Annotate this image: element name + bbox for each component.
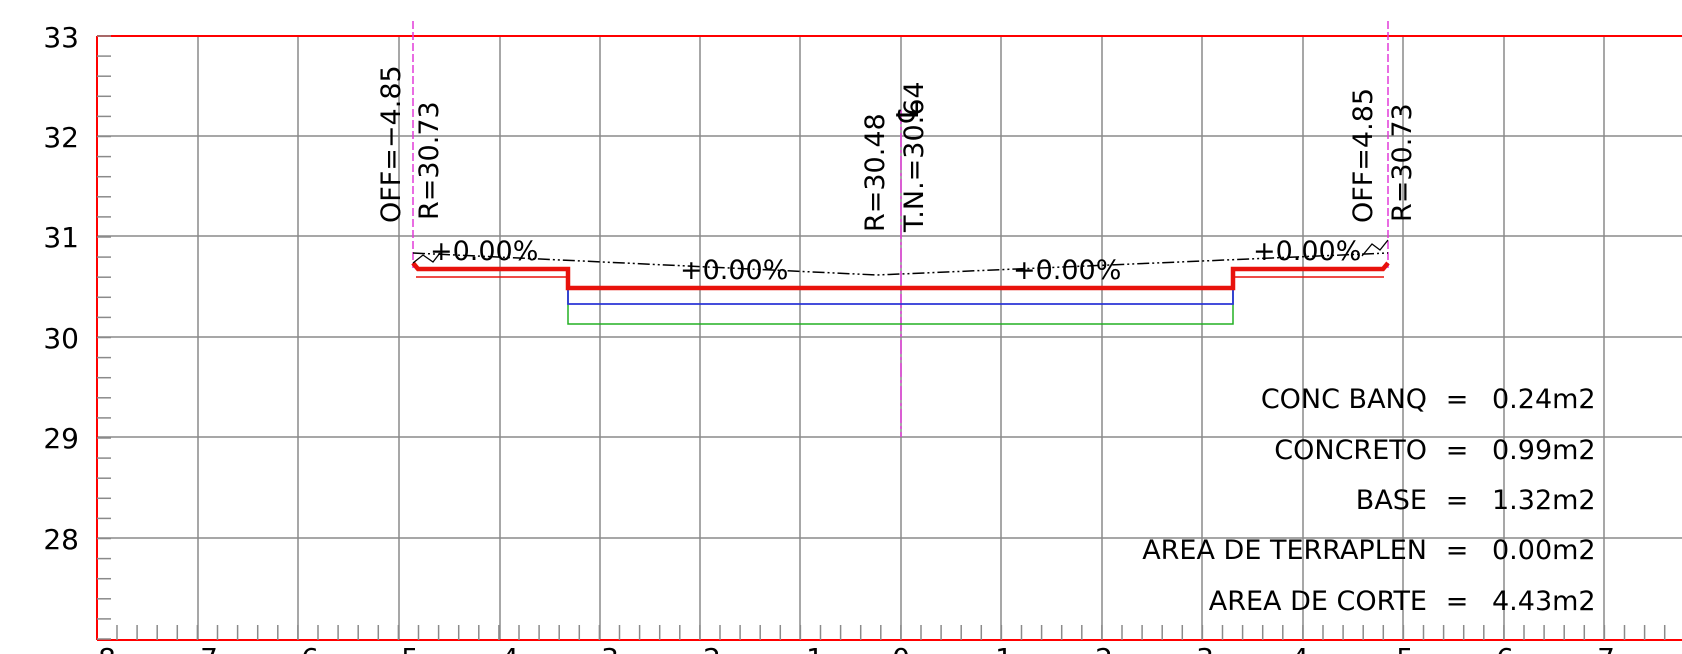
left-shoulder-slope: +0.00% xyxy=(430,236,538,267)
area-value: 0.00m2 xyxy=(1492,535,1596,566)
offset-label: 7 xyxy=(200,642,218,654)
subbase-layer xyxy=(567,288,1234,325)
area-equals: = xyxy=(1446,485,1469,516)
offset-label: 1 xyxy=(806,642,824,654)
right-offset-annotation: OFF=4.85 xyxy=(1348,88,1379,223)
left-lane-slope: +0.00% xyxy=(680,255,788,286)
offset-label: 2 xyxy=(1095,642,1113,654)
right-lane-slope: +0.00% xyxy=(1013,255,1121,286)
station-annotations: OFF=−4.85 R=30.73 R=30.48 ℄ T.N.=30.64 O… xyxy=(376,65,1418,233)
elevation-label: 28 xyxy=(43,523,79,556)
offset-label: 3 xyxy=(601,642,619,654)
area-equals: = xyxy=(1446,384,1469,415)
left-offset-annotation: OFF=−4.85 xyxy=(376,65,407,223)
center-terrain-annotation: T.N.=30.64 xyxy=(899,81,930,233)
slope-labels: +0.00% +0.00% +0.00% +0.00% xyxy=(430,236,1361,286)
elevation-label: 30 xyxy=(43,322,79,355)
area-value: 0.24m2 xyxy=(1492,384,1596,415)
area-value: 0.99m2 xyxy=(1492,435,1596,466)
right-curb-edge xyxy=(1361,239,1389,257)
center-rasante-annotation: R=30.48 xyxy=(860,113,891,232)
offset-label: 4 xyxy=(1291,642,1309,654)
elevation-label: 32 xyxy=(43,121,79,154)
pavement-layers xyxy=(411,239,1390,325)
offset-label: 7 xyxy=(1597,642,1615,654)
terrain-line xyxy=(412,252,1389,276)
tick-marks xyxy=(97,35,1666,640)
vertical-markers xyxy=(412,21,1389,437)
area-value: 1.32m2 xyxy=(1492,485,1596,516)
base-layer xyxy=(567,288,1234,305)
offset-label: 0 xyxy=(892,642,910,654)
road-surface xyxy=(411,261,1390,291)
right-rasante-annotation: R=30.73 xyxy=(1387,103,1418,222)
left-rasante-annotation: R=30.73 xyxy=(414,101,445,220)
offset-axis: 8 7 6 5 4 3 2 1 0 1 2 3 4 5 6 7 xyxy=(98,642,1615,654)
left-curb-edge xyxy=(412,252,441,264)
offset-label: 4 xyxy=(501,642,519,654)
right-shoulder-slope: +0.00% xyxy=(1253,236,1361,267)
offset-label: 1 xyxy=(995,642,1013,654)
centerline-symbol: ℄ xyxy=(891,103,926,123)
area-value: 4.43m2 xyxy=(1492,586,1596,617)
offset-label: 8 xyxy=(98,642,116,654)
offset-label: 5 xyxy=(401,642,419,654)
area-equals: = xyxy=(1446,435,1469,466)
area-label: CONC BANQ xyxy=(1261,384,1427,415)
area-label: BASE xyxy=(1356,485,1427,516)
elevation-label: 31 xyxy=(43,221,79,254)
grid xyxy=(97,36,1682,640)
area-label: AREA DE TERRAPLEN xyxy=(1142,535,1427,566)
offset-label: 3 xyxy=(1196,642,1214,654)
offset-label: 6 xyxy=(1496,642,1514,654)
area-label: AREA DE CORTE xyxy=(1209,586,1427,617)
offset-label: 5 xyxy=(1396,642,1414,654)
offset-label: 6 xyxy=(301,642,319,654)
elevation-axis: 33 32 31 30 29 28 xyxy=(43,21,79,556)
area-equals: = xyxy=(1446,586,1469,617)
area-summary: CONC BANQ = 0.24m2 CONCRETO = 0.99m2 BAS… xyxy=(1142,384,1595,617)
elevation-label: 33 xyxy=(43,21,79,54)
area-label: CONCRETO xyxy=(1274,435,1427,466)
area-equals: = xyxy=(1446,535,1469,566)
offset-label: 2 xyxy=(703,642,721,654)
elevation-label: 29 xyxy=(43,422,79,455)
